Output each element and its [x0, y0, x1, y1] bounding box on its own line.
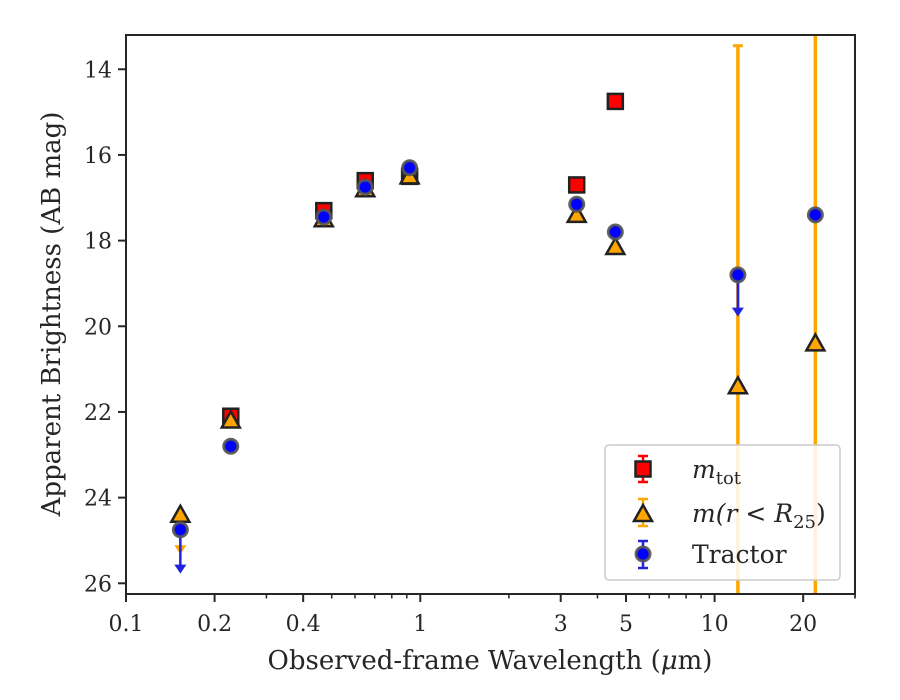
point-mtot	[606, 92, 625, 111]
data-point-layer	[169, 92, 827, 539]
point-mr25	[565, 203, 588, 224]
y-tick-label: 16	[84, 144, 112, 169]
point-tractor	[171, 521, 189, 539]
point-tractor	[222, 437, 240, 455]
y-axis-title: Apparent Brightness (AB mag)	[37, 112, 67, 518]
x-axis-title: Observed-frame Wavelength (μm)	[268, 646, 713, 676]
upper-limit-tractor-head	[731, 307, 744, 317]
legend-handles	[631, 454, 655, 570]
plot-frame	[125, 34, 856, 595]
upper-limit-tractor-head	[174, 564, 187, 574]
x-tick-label: 3	[554, 612, 568, 637]
x-tick-label: 10	[701, 612, 729, 637]
tick-layer: 0.1 0.2 0.4 1 3 5 10 20 14 16 18 20 22 24 26	[84, 58, 856, 637]
y-tick-label: 24	[84, 487, 112, 512]
point-tractor	[606, 223, 624, 241]
legend-mr25-pre: m(	[692, 499, 727, 528]
legend-handle-mtot	[634, 460, 652, 478]
x-tick-label: 0.2	[197, 612, 232, 637]
legend-label-mtot: mtot	[692, 455, 742, 489]
y-tick-label: 14	[84, 58, 112, 83]
y-tick-label: 22	[84, 401, 112, 426]
y-tick-label: 26	[84, 572, 112, 597]
legend-box	[604, 444, 841, 581]
point-mr25	[604, 235, 627, 256]
point-tractor	[356, 178, 374, 196]
point-tractor	[315, 208, 333, 226]
legend-mr25-R: R	[773, 499, 793, 528]
point-tractor	[568, 195, 586, 213]
x-axis-title-mu: μ	[661, 646, 678, 676]
point-mr25	[219, 408, 242, 429]
point-mr25	[169, 503, 192, 524]
x-tick-label: 1	[413, 612, 427, 637]
legend: mtot m(r < R25) Tractor	[604, 444, 841, 581]
y-tick-label: 18	[84, 230, 112, 255]
point-mtot	[567, 176, 586, 194]
legend-mtot-sub: tot	[716, 468, 742, 489]
legend-mr25-sub: 25	[793, 512, 816, 533]
x-axis-title-post: m)	[678, 646, 713, 676]
point-mr25	[804, 331, 827, 352]
x-tick-label: 0.1	[109, 612, 144, 637]
legend-handle-mr25	[631, 502, 655, 523]
legend-mr25-r: r	[725, 499, 739, 528]
legend-mr25-post: )	[816, 499, 826, 528]
x-tick-label: 5	[619, 612, 633, 637]
y-tick-label: 20	[84, 315, 112, 340]
point-tractor	[729, 266, 747, 284]
x-tick-label: 0.4	[286, 612, 321, 637]
legend-mr25-lt: <	[737, 499, 774, 528]
legend-label-mr25: m(r < R25)	[692, 499, 826, 533]
x-tick-label: 20	[789, 612, 817, 637]
legend-mtot-main: m	[692, 455, 716, 484]
point-mr25	[726, 374, 750, 395]
point-tractor	[401, 159, 419, 177]
legend-label-tractor: Tractor	[692, 540, 787, 569]
point-tractor	[806, 206, 824, 224]
legend-handle-tractor	[634, 545, 652, 563]
x-axis-title-pre: Observed-frame Wavelength (	[268, 646, 661, 676]
